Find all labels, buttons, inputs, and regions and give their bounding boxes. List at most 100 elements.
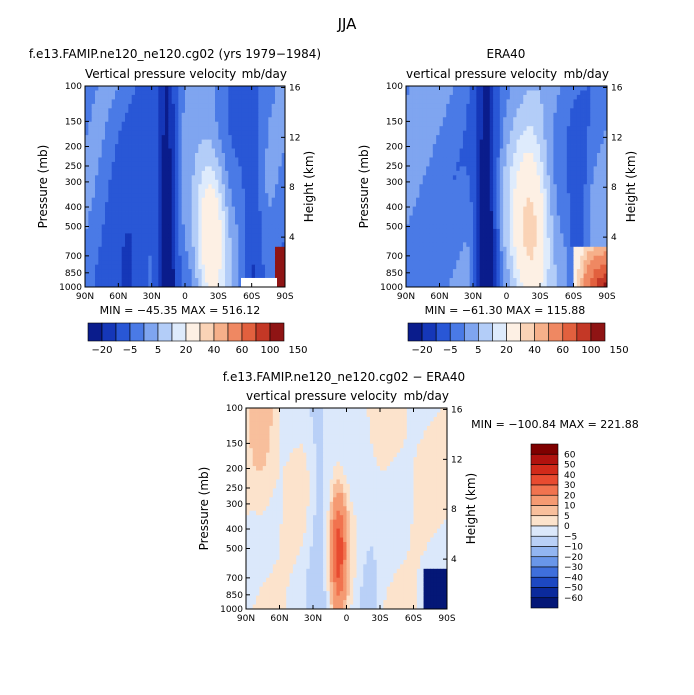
- heatmap-cell: [211, 260, 216, 266]
- heatmap-cell: [245, 144, 249, 149]
- heatmap-cell: [91, 269, 96, 274]
- heatmap-cell: [181, 126, 186, 132]
- heatmap-cell: [489, 202, 494, 207]
- heatmap-cell: [105, 220, 109, 225]
- heatmap-cell: [195, 161, 199, 167]
- heatmap-cell: [466, 184, 471, 190]
- heatmap-cell: [432, 86, 437, 91]
- heatmap-cell: [225, 170, 229, 176]
- heatmap-cell: [419, 166, 424, 172]
- heatmap-cell: [98, 224, 103, 230]
- heatmap-cell: [489, 153, 494, 158]
- heatmap-cell: [191, 94, 196, 100]
- heatmap-cell: [211, 246, 216, 252]
- heatmap-cell: [88, 121, 93, 127]
- heatmap-cell: [412, 86, 417, 91]
- heatmap-cell: [195, 251, 199, 257]
- heatmap-cell: [231, 99, 236, 105]
- heatmap-cell: [168, 264, 173, 270]
- heatmap-cell: [573, 94, 578, 100]
- heatmap-cell: [509, 117, 514, 123]
- heatmap-cell: [151, 206, 156, 212]
- heatmap-cell: [191, 86, 196, 91]
- heatmap-cell: [462, 108, 467, 114]
- heatmap-cell: [483, 112, 487, 118]
- heatmap-cell: [271, 108, 276, 114]
- heatmap-cell: [138, 108, 143, 114]
- heatmap-cell: [261, 103, 266, 109]
- heatmap-cell: [168, 139, 173, 145]
- heatmap-cell: [185, 215, 189, 221]
- heatmap-cell: [171, 255, 176, 261]
- heatmap-cell: [195, 90, 199, 96]
- heatmap-cell: [268, 179, 273, 185]
- heatmap-cell: [141, 144, 146, 149]
- heatmap-cell: [459, 211, 464, 216]
- heatmap-cell: [496, 126, 501, 132]
- heatmap-cell: [573, 237, 578, 243]
- heatmap-cell: [105, 112, 109, 118]
- heatmap-cell: [493, 117, 497, 123]
- heatmap-cell: [576, 170, 581, 176]
- heatmap-cell: [171, 237, 176, 243]
- heatmap-cell: [546, 228, 551, 234]
- heatmap-cell: [509, 220, 514, 225]
- heatmap-cell: [506, 99, 511, 105]
- heatmap-cell: [178, 188, 183, 194]
- heatmap-cell: [556, 94, 561, 100]
- heatmap-cell: [175, 86, 179, 91]
- heatmap-cell: [281, 184, 286, 190]
- heatmap-cell: [556, 246, 561, 252]
- heatmap-cell: [540, 161, 544, 167]
- heatmap-cell: [171, 206, 176, 212]
- heatmap-cell: [185, 139, 189, 145]
- heatmap-cell: [466, 103, 471, 109]
- heatmap-cell: [271, 251, 276, 257]
- heatmap-cell: [95, 112, 99, 118]
- colorbar-label: 150: [288, 345, 307, 356]
- heatmap-cell: [489, 86, 494, 91]
- heatmap-cell: [479, 206, 484, 212]
- heatmap-cell: [499, 246, 504, 252]
- heatmap-cell: [271, 117, 276, 123]
- heatmap-cell: [533, 206, 538, 212]
- heatmap-cell: [580, 139, 584, 145]
- heatmap-cell: [221, 273, 226, 279]
- heatmap-cell: [275, 269, 279, 274]
- heatmap-cell: [265, 157, 269, 163]
- heatmap-cell: [178, 278, 183, 283]
- heatmap-cell: [506, 211, 511, 216]
- heatmap-cell: [560, 202, 564, 207]
- heatmap-cell: [426, 224, 430, 230]
- heatmap-cell: [188, 148, 193, 154]
- heatmap-cell: [218, 220, 223, 225]
- heatmap-cell: [265, 251, 269, 257]
- heatmap-cell: [439, 179, 444, 185]
- heatmap-cell: [476, 251, 481, 257]
- heatmap-cell: [118, 220, 123, 225]
- heatmap-cell: [499, 90, 504, 96]
- heatmap-cell: [131, 108, 136, 114]
- heatmap-cell: [483, 220, 487, 225]
- heatmap-cell: [523, 206, 527, 212]
- heatmap-cell: [268, 202, 273, 207]
- heatmap-cell: [486, 193, 491, 199]
- heatmap-cell: [101, 161, 106, 167]
- heatmap-cell: [195, 139, 199, 145]
- heatmap-cell: [155, 135, 159, 140]
- heatmap-cell: [586, 99, 591, 105]
- heatmap-cell: [456, 126, 460, 132]
- heatmap-cell: [473, 197, 477, 203]
- heatmap-cell: [449, 90, 454, 96]
- heatmap-cell: [466, 197, 471, 203]
- heatmap-cell: [141, 188, 146, 194]
- heatmap-cell: [235, 224, 239, 230]
- heatmap-cell: [566, 135, 571, 140]
- heatmap-cell: [198, 215, 203, 221]
- heatmap-cell: [88, 193, 93, 199]
- heatmap-cell: [91, 278, 96, 283]
- heatmap-cell: [265, 188, 269, 194]
- heatmap-cell: [536, 188, 541, 194]
- heatmap-cell: [98, 179, 103, 185]
- heatmap-cell: [553, 224, 558, 230]
